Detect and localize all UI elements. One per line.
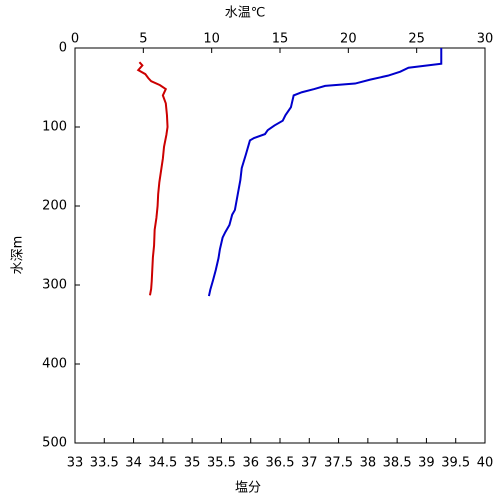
x2-tick-label: 10 [203, 32, 220, 47]
x-tick-label: 35.5 [207, 456, 236, 471]
x-axis-title: 塩分 [235, 481, 261, 496]
x-tick-label: 39 [418, 456, 435, 471]
x-tick-label: 37 [301, 456, 318, 471]
profile-line [136, 61, 169, 296]
x-tick-label: 35 [184, 456, 201, 471]
x2-tick-label: 30 [477, 32, 494, 47]
y-axis-title: 水深m [11, 236, 26, 275]
x-tick-label: 36 [242, 456, 259, 471]
x-tick-label: 40 [477, 456, 494, 471]
x-tick-label: 39.5 [441, 456, 470, 471]
x2-tick-label: 0 [71, 32, 79, 47]
x2-tick-label: 5 [139, 32, 147, 47]
x-tick-label: 36.5 [266, 456, 295, 471]
y-tick-label: 200 [42, 199, 67, 214]
x-tick-label: 37.5 [324, 456, 353, 471]
x-tick-label: 34 [125, 456, 142, 471]
x2-axis-title: 水温℃ [225, 6, 266, 21]
y-tick-label: 300 [42, 278, 67, 293]
x-tick-label: 38.5 [383, 456, 412, 471]
x-tick-label: 33.5 [90, 456, 119, 471]
profile-line [207, 48, 443, 297]
y-tick-label: 100 [42, 120, 67, 135]
x2-tick-label: 20 [340, 32, 357, 47]
plot-frame [74, 47, 486, 444]
x-tick-label: 33 [67, 456, 84, 471]
y-tick-label: 0 [59, 41, 67, 56]
x2-tick-label: 25 [408, 32, 425, 47]
x-tick-label: 34.5 [148, 456, 177, 471]
x2-tick-label: 15 [272, 32, 289, 47]
y-tick-label: 400 [42, 357, 67, 372]
x-tick-label: 38 [360, 456, 377, 471]
y-tick-label: 500 [42, 436, 67, 451]
